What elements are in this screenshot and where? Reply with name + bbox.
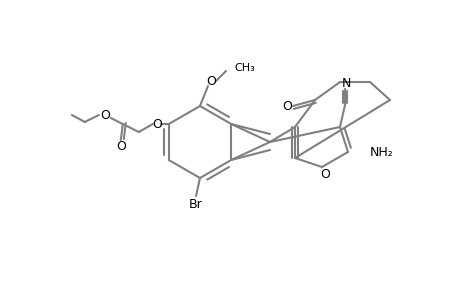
Text: Br: Br — [189, 197, 202, 211]
Text: NH₂: NH₂ — [369, 146, 393, 158]
Text: O: O — [206, 74, 215, 88]
Text: N: N — [341, 76, 350, 89]
Text: CH₃: CH₃ — [234, 63, 254, 73]
Text: O: O — [319, 169, 329, 182]
Text: O: O — [281, 100, 291, 112]
Text: O: O — [116, 140, 125, 152]
Text: O: O — [151, 118, 162, 130]
Text: O: O — [100, 109, 110, 122]
